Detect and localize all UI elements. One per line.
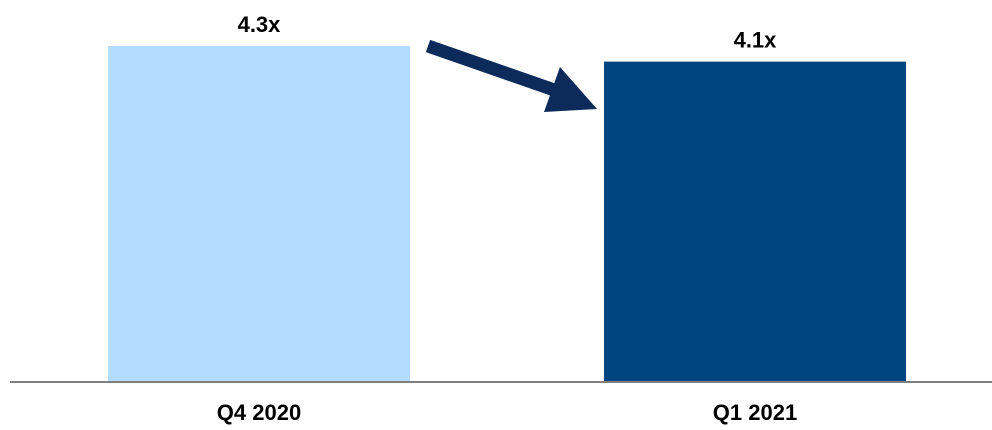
category-label-q1-2021: Q1 2021: [713, 400, 797, 425]
labels-layer: 4.3x Q4 2020 4.1x Q1 2021: [217, 12, 797, 425]
category-label-q4-2020: Q4 2020: [217, 400, 301, 425]
bar-q1-2021: [604, 61, 906, 383]
bar-q4-2020: [108, 46, 410, 382]
trend-arrow-shaft: [425, 39, 563, 99]
trend-arrow: [425, 39, 597, 112]
trend-arrow-head: [544, 67, 597, 112]
data-label-q4-2020: 4.3x: [238, 12, 282, 37]
data-label-q1-2021: 4.1x: [734, 28, 778, 53]
bars-layer: [108, 46, 906, 383]
